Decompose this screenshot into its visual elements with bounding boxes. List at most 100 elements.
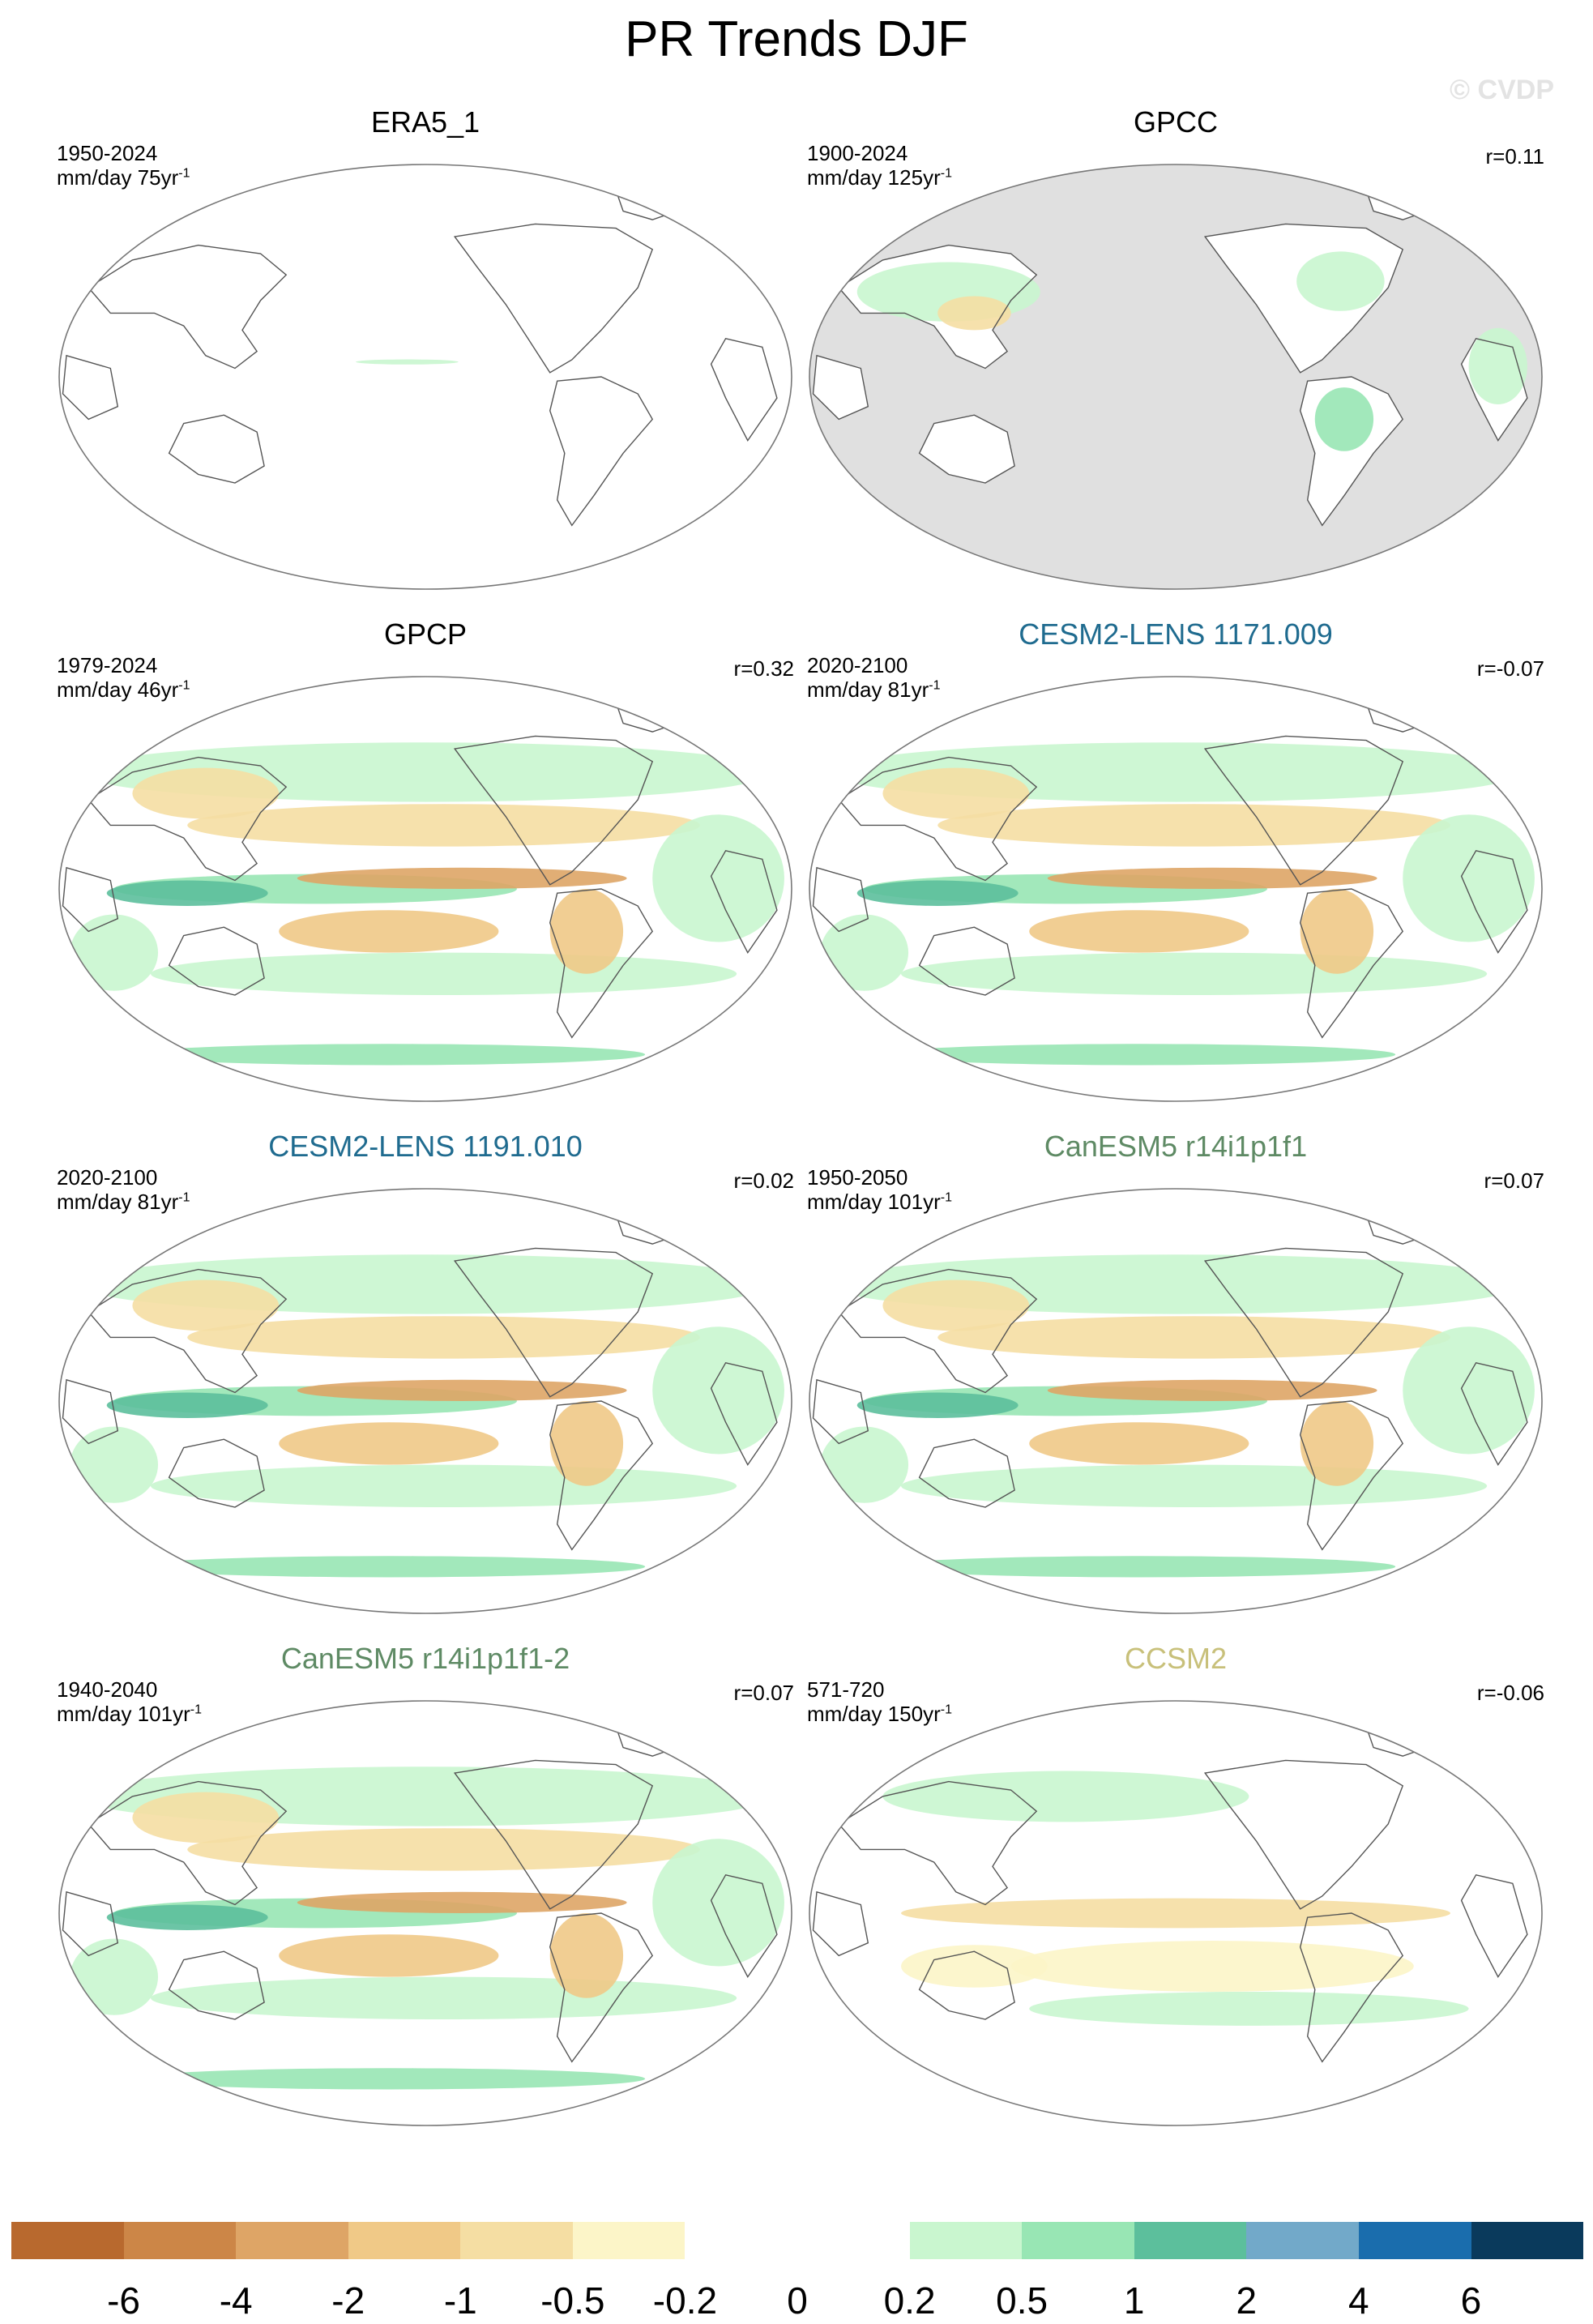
world-map [809,1700,1543,2126]
map-boundary [809,676,1543,1102]
figure-title: PR Trends DJF [625,11,968,67]
world-map [58,164,792,590]
colorbar-label: -6 [107,2279,141,2322]
panel-title: CESM2-LENS 1171.009 [1019,617,1333,651]
colorbar-label: 0.2 [883,2279,936,2322]
world-map [809,676,1543,1102]
map-panel: CCSM2 571-720 mm/day 150yr-1 r=-0.06 [807,1642,1544,2128]
panel-correlation: r=-0.07 [1476,656,1544,681]
map-boundary [58,1700,792,2126]
map-panel: CanESM5 r14i1p1f1-2 1940-2040 mm/day 101yr… [57,1642,794,2128]
panel-units-text: mm/day 150yr [807,1702,941,1726]
panel-units-text: mm/day 81yr [57,1190,179,1214]
map-panel: CESM2-LENS 1191.010 2020-2100 mm/day 81yr-… [57,1130,794,1616]
panel-units: mm/day 101yr-1 [807,1190,952,1215]
panel-title: ERA5_1 [370,105,480,139]
panel-units-exponent: -1 [178,678,190,693]
panel-correlation: r=0.07 [1484,1168,1544,1193]
map-boundary [809,164,1543,590]
colorbar-label: 1 [1123,2279,1145,2322]
colorbar-label: -4 [219,2279,253,2322]
map-panel: GPCP 1979-2024 mm/day 46yr-1 r=0.32 [57,617,794,1104]
panel-units: mm/day 150yr-1 [807,1702,952,1727]
colorbar-cell [909,2222,1023,2259]
colorbar-label: -0.2 [652,2279,718,2322]
panel-units-text: mm/day 101yr [807,1190,941,1214]
colorbar-label: -1 [443,2279,477,2322]
panel-units: mm/day 81yr-1 [807,677,941,703]
panel-units-text: mm/day 46yr [57,677,179,702]
panel-correlation: r=0.32 [733,656,794,681]
panel-title: GPCP [383,617,468,651]
colorbar-cell [11,2222,124,2259]
panel-correlation: r=0.02 [733,1168,794,1193]
colorbar-label: -0.5 [540,2279,605,2322]
world-map [58,676,792,1102]
world-map [809,1188,1543,1614]
panel-units-exponent: -1 [178,166,190,181]
colorbar-label: -2 [331,2279,365,2322]
panel-period: 1940-2040 [57,1677,158,1702]
map-panel: GPCC 1900-2024 mm/day 125yr-1 r=0.11 [807,105,1544,592]
map-panel: CanESM5 r14i1p1f1 1950-2050 mm/day 101yr-1… [807,1130,1544,1616]
colorbar-cell [797,2222,910,2259]
panel-period: 2020-2100 [57,1165,158,1190]
colorbar-cell [1246,2222,1359,2259]
panel-period: 571-720 [807,1677,885,1702]
panel-title: CCSM2 [1124,1642,1228,1675]
panel-units-text: mm/day 101yr [57,1702,190,1726]
panel-units: mm/day 75yr-1 [57,165,190,190]
colorbar-cell [1471,2222,1584,2259]
colorbar-cell [123,2222,237,2259]
panel-units: mm/day 125yr-1 [807,165,952,190]
colorbar [11,2222,1584,2259]
panel-units: mm/day 101yr-1 [57,1702,202,1727]
cvdp-watermark: © CVDP [1450,75,1554,105]
colorbar-cell [1134,2222,1247,2259]
panel-correlation: r=0.07 [733,1681,794,1705]
colorbar-cell [1022,2222,1134,2259]
colorbar-cell [685,2222,798,2259]
panel-title: CanESM5 r14i1p1f1-2 [280,1642,570,1675]
map-boundary [58,1188,792,1614]
colorbar-label: 0 [787,2279,808,2322]
panel-units-exponent: -1 [190,1702,202,1717]
panel-period: 2020-2100 [807,653,908,677]
panel-period: 1950-2050 [807,1165,908,1190]
panel-units-exponent: -1 [929,678,941,693]
panel-units-exponent: -1 [940,1702,952,1717]
map-panel: ERA5_1 1950-2024 mm/day 75yr-1 [57,105,794,592]
map-boundary [58,676,792,1102]
panel-units-exponent: -1 [940,1190,952,1205]
panel-title: GPCC [1133,105,1218,139]
panel-correlation: r=0.11 [1485,144,1544,169]
panel-units-text: mm/day 125yr [807,165,941,190]
panel-title: CanESM5 r14i1p1f1 [1044,1130,1308,1163]
panel-units: mm/day 81yr-1 [57,1190,190,1215]
panel-units-exponent: -1 [940,166,952,181]
colorbar-cell [460,2222,573,2259]
map-boundary [809,1700,1543,2126]
colorbar-cell [348,2222,461,2259]
panel-units: mm/day 46yr-1 [57,677,190,703]
map-boundary [809,1188,1543,1614]
colorbar-cell [1358,2222,1471,2259]
panel-period: 1900-2024 [807,141,908,165]
panel-units-text: mm/day 75yr [57,165,179,190]
panel-units-text: mm/day 81yr [807,677,929,702]
colorbar-cell [572,2222,685,2259]
map-boundary [58,164,792,590]
panel-period: 1979-2024 [57,653,158,677]
colorbar-label: 4 [1348,2279,1369,2322]
colorbar-label: 6 [1460,2279,1482,2322]
world-map [58,1700,792,2126]
panel-period: 1950-2024 [57,141,158,165]
panel-correlation: r=-0.06 [1476,1681,1544,1705]
colorbar-cell [236,2222,348,2259]
panel-units-exponent: -1 [178,1190,190,1205]
world-map [58,1188,792,1614]
colorbar-label: 2 [1236,2279,1258,2322]
map-panel: CESM2-LENS 1171.009 2020-2100 mm/day 81yr-… [807,617,1544,1104]
colorbar-label: 0.5 [996,2279,1048,2322]
panel-title: CESM2-LENS 1191.010 [268,1130,583,1163]
